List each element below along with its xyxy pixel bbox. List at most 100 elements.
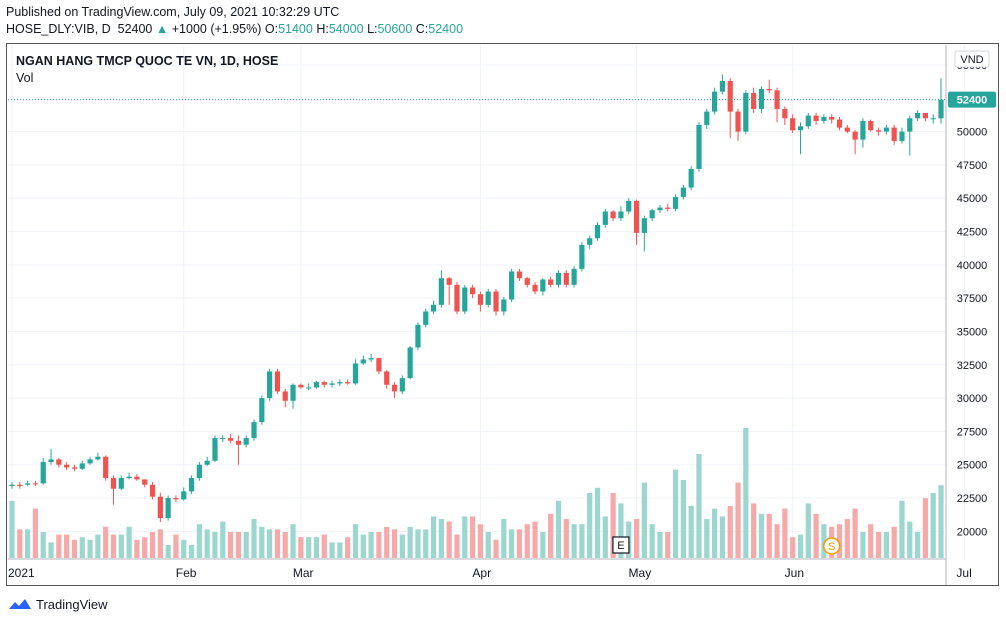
- candle-body[interactable]: [579, 244, 585, 269]
- candle-body[interactable]: [415, 324, 421, 348]
- candle-body[interactable]: [212, 438, 218, 461]
- split-marker[interactable]: [822, 537, 841, 555]
- candle-body[interactable]: [142, 479, 148, 485]
- candle-body[interactable]: [407, 347, 413, 379]
- candle-body[interactable]: [157, 496, 163, 519]
- candle-body[interactable]: [56, 459, 62, 465]
- candle-body[interactable]: [743, 92, 749, 132]
- candle-body[interactable]: [391, 384, 398, 392]
- candle-body[interactable]: [345, 382, 351, 384]
- candle-body[interactable]: [64, 464, 70, 468]
- candle-body[interactable]: [883, 127, 889, 132]
- candle-body[interactable]: [704, 111, 710, 125]
- candle-body[interactable]: [493, 291, 499, 312]
- candle-body[interactable]: [790, 118, 796, 131]
- candle-body[interactable]: [32, 483, 39, 485]
- candle-body[interactable]: [860, 120, 866, 140]
- candle-body[interactable]: [891, 127, 897, 141]
- candle-body[interactable]: [719, 80, 726, 92]
- candle-body[interactable]: [899, 131, 905, 141]
- candle-body[interactable]: [930, 118, 936, 120]
- candle-body[interactable]: [259, 398, 265, 423]
- candle-body[interactable]: [672, 196, 679, 209]
- candle-body[interactable]: [516, 271, 523, 279]
- candle-body[interactable]: [712, 91, 718, 112]
- candle-body[interactable]: [782, 108, 788, 119]
- candle-body[interactable]: [610, 211, 616, 219]
- candle-body[interactable]: [298, 384, 304, 388]
- candle-body[interactable]: [540, 279, 546, 292]
- candle-body[interactable]: [618, 211, 624, 219]
- candle-body[interactable]: [766, 88, 772, 91]
- candle-body[interactable]: [446, 278, 452, 285]
- candle-body[interactable]: [227, 438, 234, 441]
- candle-body[interactable]: [134, 476, 140, 480]
- candle-body[interactable]: [48, 459, 54, 463]
- candle-body[interactable]: [821, 116, 827, 121]
- candle-body[interactable]: [267, 371, 273, 399]
- candle-body[interactable]: [204, 460, 210, 465]
- candle-body[interactable]: [696, 124, 702, 169]
- candle-body[interactable]: [751, 92, 757, 109]
- candle-body[interactable]: [165, 498, 171, 519]
- candle-body[interactable]: [805, 115, 811, 127]
- candle-body[interactable]: [368, 358, 374, 360]
- candle-body[interactable]: [813, 115, 819, 121]
- candle-body[interactable]: [454, 284, 460, 312]
- candle-body[interactable]: [274, 371, 281, 392]
- candle-body[interactable]: [758, 88, 765, 109]
- candle-body[interactable]: [727, 80, 733, 112]
- candle-body[interactable]: [555, 272, 562, 285]
- candle-body[interactable]: [735, 111, 741, 132]
- candle-body[interactable]: [548, 279, 554, 285]
- candle-body[interactable]: [251, 422, 257, 439]
- earnings-marker[interactable]: [612, 536, 630, 554]
- candle-body[interactable]: [626, 200, 632, 212]
- candle-body[interactable]: [665, 207, 671, 209]
- candle-body[interactable]: [329, 383, 335, 385]
- candle-body[interactable]: [173, 498, 179, 500]
- candle-body[interactable]: [9, 484, 15, 487]
- candle-body[interactable]: [875, 130, 882, 132]
- candle-body[interactable]: [438, 278, 444, 305]
- candle-body[interactable]: [836, 119, 843, 128]
- candle-body[interactable]: [563, 272, 569, 285]
- candle-body[interactable]: [337, 382, 343, 384]
- candle-body[interactable]: [922, 112, 928, 119]
- candle-body[interactable]: [868, 120, 874, 131]
- candle-body[interactable]: [352, 363, 359, 384]
- candle-body[interactable]: [87, 459, 93, 464]
- candle-body[interactable]: [680, 187, 686, 197]
- candle-body[interactable]: [587, 238, 593, 245]
- tradingview-brand[interactable]: TradingView: [8, 596, 108, 612]
- candle-body[interactable]: [376, 358, 382, 372]
- candle-body[interactable]: [149, 484, 156, 497]
- candle-body[interactable]: [95, 456, 101, 460]
- candle-body[interactable]: [657, 207, 663, 211]
- candle-body[interactable]: [118, 478, 124, 489]
- candle-body[interactable]: [469, 287, 476, 295]
- candle-body[interactable]: [196, 464, 202, 479]
- candle-body[interactable]: [71, 467, 78, 469]
- candle-body[interactable]: [477, 294, 484, 305]
- candle-body[interactable]: [282, 391, 288, 401]
- candle-body[interactable]: [103, 456, 109, 479]
- candle-body[interactable]: [188, 478, 195, 492]
- candle-body[interactable]: [797, 126, 804, 131]
- candle-body[interactable]: [688, 168, 694, 188]
- candle-body[interactable]: [220, 438, 226, 440]
- candle-body[interactable]: [399, 378, 405, 392]
- candle-body[interactable]: [25, 483, 31, 485]
- candle-body[interactable]: [532, 284, 538, 292]
- candle-body[interactable]: [938, 99, 944, 119]
- candle-body[interactable]: [501, 299, 507, 312]
- candle-body[interactable]: [110, 478, 117, 489]
- candle-body[interactable]: [181, 491, 187, 500]
- candle-body[interactable]: [40, 462, 46, 484]
- candle-body[interactable]: [649, 210, 655, 219]
- candle-body[interactable]: [384, 371, 390, 385]
- candle-body[interactable]: [243, 438, 249, 445]
- candle-body[interactable]: [462, 287, 468, 312]
- candle-body[interactable]: [313, 382, 320, 388]
